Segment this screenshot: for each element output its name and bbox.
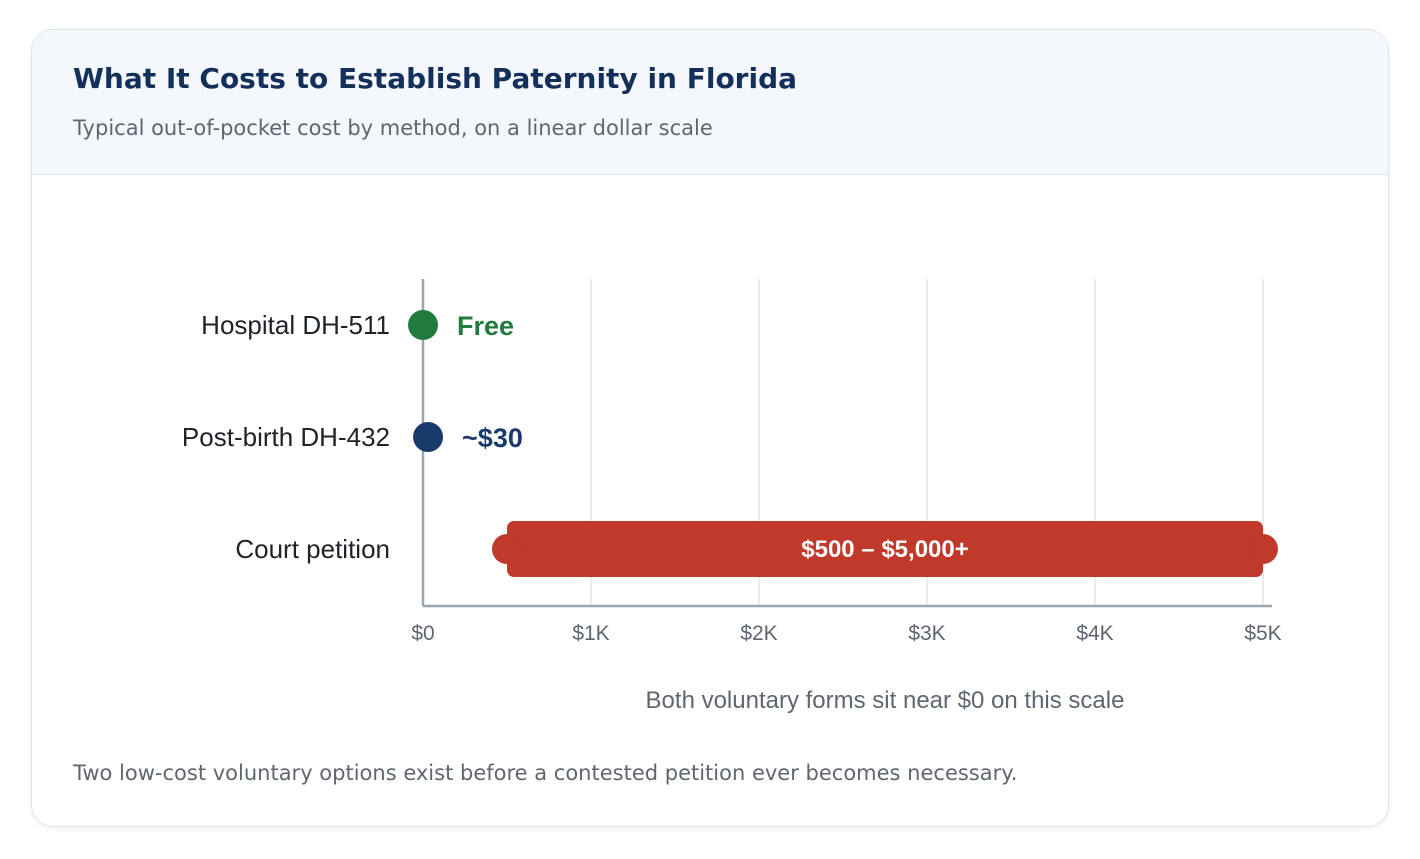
scale-annotation: Both voluntary forms sit near $0 on this… xyxy=(646,687,1125,714)
chart-title: What It Costs to Establish Paternity in … xyxy=(73,62,798,95)
value-label: Free xyxy=(457,311,514,341)
value-label: ~$30 xyxy=(462,423,523,453)
category-label: Post-birth DH-432 xyxy=(182,422,390,452)
x-tick-label: $2K xyxy=(740,622,777,645)
range-min-cap xyxy=(492,534,522,564)
range-label: $500 – $5,000+ xyxy=(801,536,969,563)
chart-footnote: Two low-cost voluntary options exist bef… xyxy=(73,761,1018,785)
x-tick-label: $1K xyxy=(572,622,609,645)
x-tick-label: $4K xyxy=(1076,622,1113,645)
range-bar xyxy=(507,521,1263,577)
card-header: What It Costs to Establish Paternity in … xyxy=(32,30,1388,175)
range-max-cap xyxy=(1248,534,1278,564)
x-tick-label: $5K xyxy=(1244,622,1281,645)
value-dot xyxy=(413,422,444,452)
chart-card: What It Costs to Establish Paternity in … xyxy=(31,29,1389,827)
value-dot xyxy=(408,310,438,340)
category-label: Court petition xyxy=(235,534,390,564)
x-tick-label: $0 xyxy=(411,622,434,645)
category-label: Hospital DH-511 xyxy=(201,310,390,340)
chart-subtitle: Typical out-of-pocket cost by method, on… xyxy=(73,116,713,140)
x-tick-label: $3K xyxy=(908,622,945,645)
